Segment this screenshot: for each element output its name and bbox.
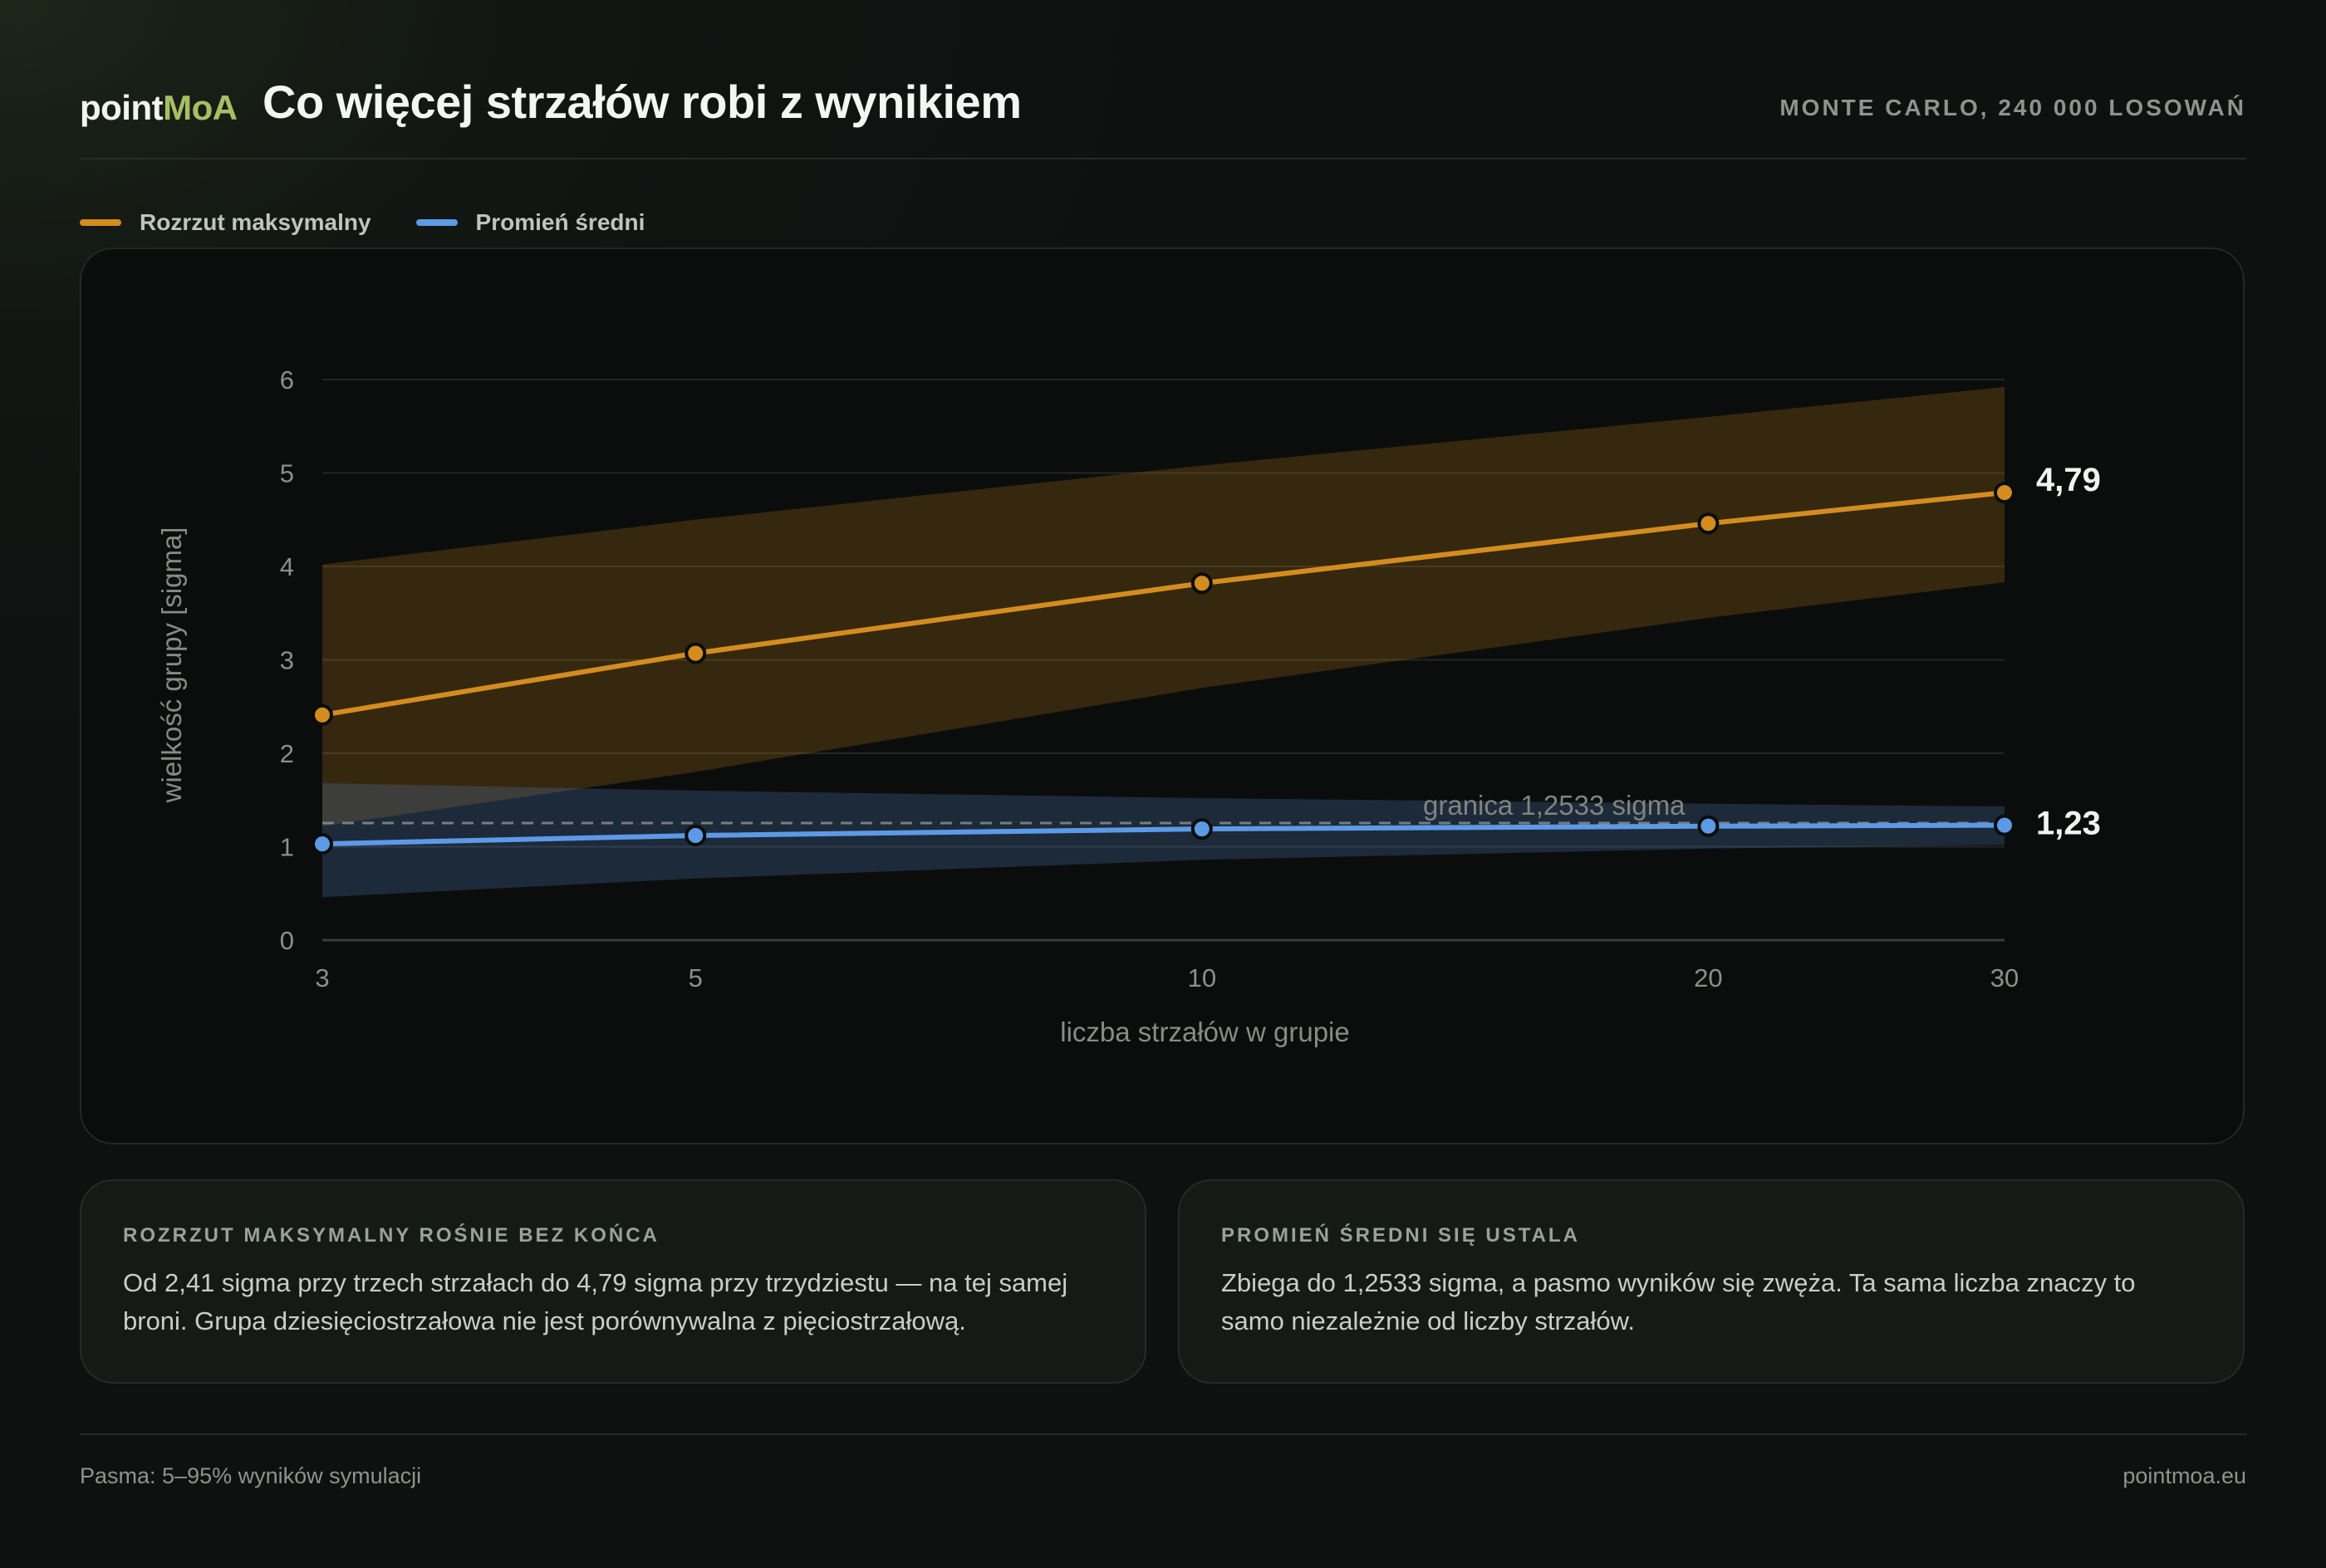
legend-item-mean-radius: Promień średni [415,209,645,236]
legend-item-max-spread: Rozrzut maksymalny [80,209,371,236]
band-mean-radius [322,783,2005,898]
card-text-mean-radius: Zbiega do 1,2533 sigma, a pasmo wyników … [1221,1268,2136,1335]
y-tick-label-3: 3 [280,646,294,675]
data-point-mean-radius-5 [685,825,707,846]
legend-label-max-spread: Rozrzut maksymalny [140,209,371,235]
x-tick-label-20: 20 [1694,963,1722,992]
y-axis-title: wielkość grupy [sigma] [156,527,187,804]
y-tick-label-2: 2 [280,739,294,768]
page-title: Co więcej strzałów robi z wynikiem [263,76,1022,128]
card-mean-radius: PROMIEŃ ŚREDNI SIĘ USTALA Zbiega do 1,25… [1178,1179,2245,1384]
card-title-mean-radius: PROMIEŃ ŚREDNI SIĘ USTALA [1221,1224,1580,1247]
data-point-max-spread-30 [1994,482,2015,504]
legend-label-mean-radius: Promień średni [475,209,645,235]
chart-panel: 0 1 2 3 4 5 6 3 5 10 20 30 liczba strzałów w grupie w… [80,247,2245,1144]
end-label-mean-radius: 1,23 [2036,806,2101,842]
y-tick-label-0: 0 [280,926,294,955]
chart-legend: Rozrzut maksymalny Promień średni [80,206,645,239]
simulation-meta: MONTE CARLO, 240 000 LOSOWAŃ [1779,95,2246,120]
end-label-max-spread: 4,79 [2036,462,2101,498]
reference-line-label: granica 1,2533 sigma [1423,790,1686,821]
footer: Pasma: 5–95% wyników symulacji pointmoa.… [80,1433,2246,1488]
card-title-max-spread: ROZRZUT MAKSYMALNY ROŚNIE BEZ KOŃCA [123,1224,660,1247]
data-point-max-spread-10 [1190,572,1213,595]
y-tick-label-5: 5 [280,459,294,488]
footer-note: Pasma: 5–95% wyników symulacji [80,1463,422,1488]
card-max-spread: ROZRZUT MAKSYMALNY ROŚNIE BEZ KOŃCA Od 2… [80,1179,1146,1384]
footer-link[interactable]: pointmoa.eu [2122,1463,2246,1488]
brand-part-point: point [80,88,164,127]
data-point-max-spread-3 [312,703,333,726]
data-point-mean-radius-10 [1190,818,1213,840]
data-point-max-spread-5 [685,642,707,664]
card-text-max-spread: Od 2,41 sigma przy trzech strzałach do 4… [123,1268,1068,1335]
brand-part-moa: MoA [163,88,238,127]
band-max-spread [322,387,2005,826]
data-point-max-spread-20 [1697,512,1720,535]
insight-cards: ROZRZUT MAKSYMALNY ROŚNIE BEZ KOŃCA Od 2… [80,1179,2245,1384]
y-tick-label-6: 6 [280,365,294,394]
data-point-mean-radius-3 [312,833,333,855]
data-point-mean-radius-30 [1994,814,2015,836]
legend-swatch-max-spread [80,219,121,226]
x-tick-label-10: 10 [1188,963,1216,992]
data-point-mean-radius-20 [1697,815,1720,837]
x-tick-label-5: 5 [689,963,703,992]
x-axis-title: liczba strzałów w grupie [1060,1017,1349,1047]
x-tick-label-30: 30 [1990,963,2019,992]
brand-logo[interactable]: pointMoA [80,88,238,128]
y-tick-label-4: 4 [280,552,294,581]
y-tick-label-1: 1 [280,833,294,862]
legend-swatch-mean-radius [415,219,458,226]
header: pointMoA Co więcej strzałów robi z wynik… [80,70,2246,159]
x-tick-label-3: 3 [315,963,329,992]
line-chart: 0 1 2 3 4 5 6 3 5 10 20 30 liczba strzałów w grupie w… [156,365,2101,1047]
